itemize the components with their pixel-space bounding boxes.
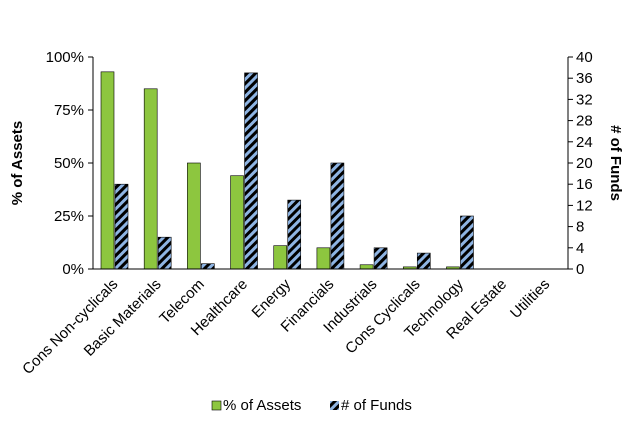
y-left-tick-label: 50% <box>54 155 84 172</box>
bar-funds <box>114 183 129 270</box>
x-category-label: Utilities <box>507 276 553 322</box>
legend-swatch-funds <box>330 401 339 410</box>
y-left-tick-label: 75% <box>54 102 84 119</box>
left-ticks: 0% 25% 50% 75% 100% <box>46 49 93 278</box>
bar-assets <box>273 245 288 270</box>
y-right-tick-label: 20 <box>576 155 593 172</box>
bar-funds <box>287 199 302 270</box>
y-right-tick-label: 16 <box>576 176 593 193</box>
legend-swatch-assets <box>211 400 222 411</box>
y-right-tick-label: 28 <box>576 113 593 130</box>
bar-funds <box>460 215 474 270</box>
bar-assets <box>100 71 115 270</box>
y-axis-right-title: # of Funds <box>607 125 624 201</box>
y-right-tick-label: 0 <box>576 261 584 278</box>
y-left-tick-label: 100% <box>46 49 84 66</box>
bar-funds <box>416 252 431 270</box>
bars-layer <box>100 71 474 270</box>
bar-assets <box>230 175 244 270</box>
y-right-tick-label: 32 <box>576 91 593 108</box>
bar-funds <box>373 247 388 270</box>
legend: % of Assets # of Funds <box>211 397 412 414</box>
bar-assets <box>359 264 374 270</box>
bar-assets <box>316 247 331 270</box>
bar-assets <box>143 88 158 270</box>
y-left-tick-label: 25% <box>54 208 84 225</box>
bar-funds <box>330 162 345 270</box>
legend-label-assets: % of Assets <box>223 397 301 414</box>
y-right-tick-label: 8 <box>576 219 584 236</box>
bar-assets <box>187 162 201 270</box>
bar-funds <box>201 263 215 270</box>
y-right-tick-label: 12 <box>576 197 593 214</box>
y-right-tick-label: 36 <box>576 70 593 87</box>
x-category-label: Cons Cyclicals <box>342 276 424 358</box>
y-right-tick-label: 4 <box>576 240 584 257</box>
y-right-tick-label: 24 <box>576 134 593 151</box>
y-left-tick-label: 0% <box>62 261 84 278</box>
legend-label-funds: # of Funds <box>341 397 412 414</box>
y-axis-left-title: % of Assets <box>9 121 26 205</box>
right-ticks: 0 4 8 12 16 20 24 28 32 36 40 <box>568 49 593 278</box>
x-category-label: Basic Materials <box>81 276 165 360</box>
y-right-tick-label: 40 <box>576 49 593 66</box>
bar-funds <box>157 236 172 270</box>
bar-funds <box>244 72 258 270</box>
